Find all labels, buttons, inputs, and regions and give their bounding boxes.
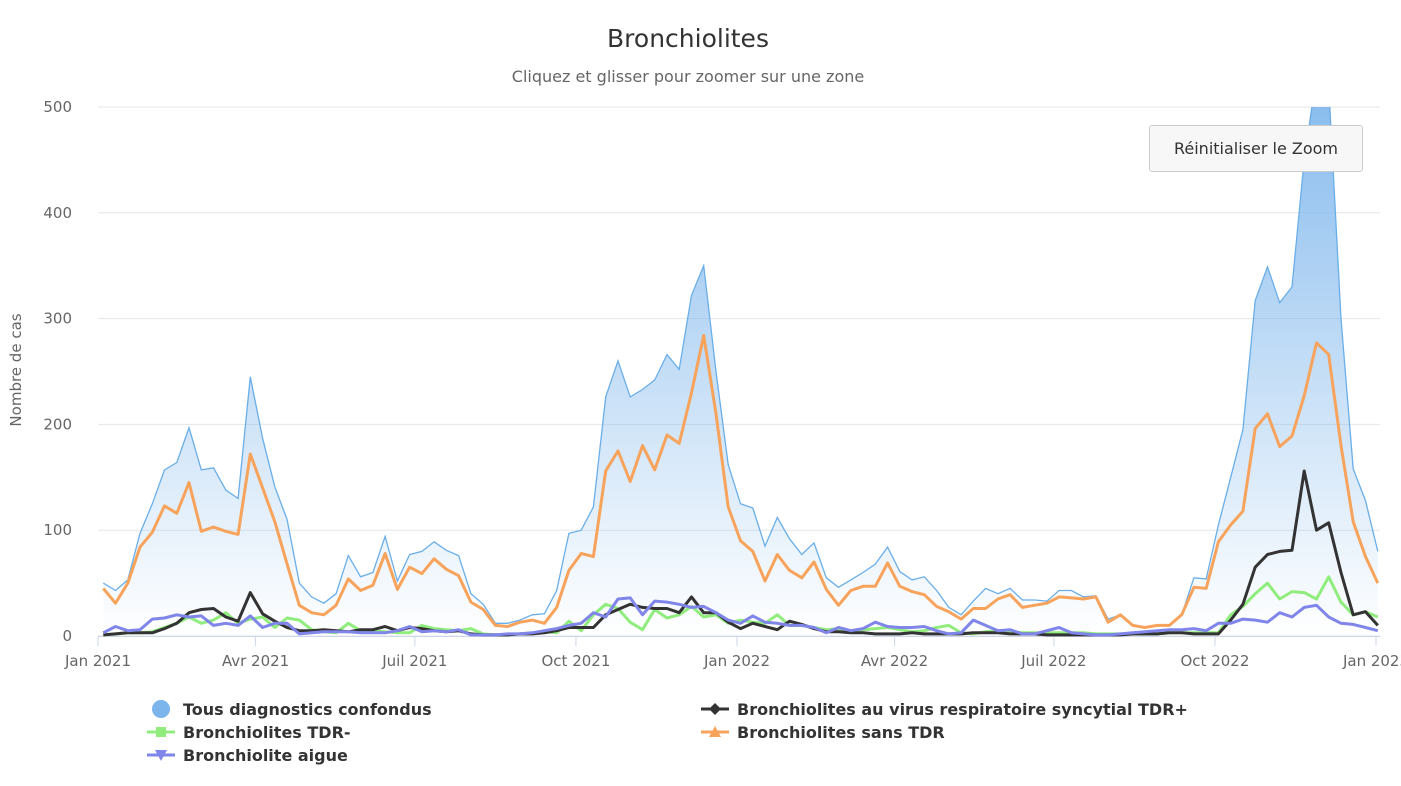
y-tick-label: 500 (43, 98, 72, 116)
series-line-3[interactable] (102, 334, 1380, 629)
y-axis-title: Nombre de cas (7, 313, 25, 426)
legend-label: Bronchiolites TDR- (183, 723, 351, 742)
x-tick-label: Jan 2021 (64, 652, 131, 670)
y-axis-labels: 0 100 200 300 400 500 (43, 98, 72, 645)
legend-item[interactable]: Bronchiolites TDR- (147, 723, 351, 742)
x-axis: Jan 2021 Avr 2021 Juil 2021 Oct 2021 Jan 202… (64, 636, 1401, 670)
legend-label: Bronchiolites sans TDR (737, 723, 945, 742)
legend: Tous diagnostics confondus Bronchiolites … (147, 700, 1188, 765)
series-line-1[interactable] (103, 469, 1379, 637)
series-group (102, 107, 1380, 637)
x-tick-label: Avr 2021 (222, 652, 289, 670)
circle-marker-icon (152, 700, 170, 718)
x-tick-label: Juil 2021 (381, 652, 447, 670)
legend-item[interactable]: Bronchiolites sans TDR (701, 723, 945, 742)
series-line-4[interactable] (102, 596, 1379, 637)
legend-item[interactable]: Tous diagnostics confondus (152, 700, 432, 719)
triangle-marker-icon (709, 726, 721, 737)
chart-subtitle: Cliquez et glisser pour zoomer sur une z… (512, 67, 864, 86)
x-tick-label: Jan 2022 (703, 652, 770, 670)
y-tick-label: 0 (62, 627, 72, 645)
x-tick-label: Oct 2021 (541, 652, 610, 670)
legend-item[interactable]: Bronchiolite aigue (147, 746, 348, 765)
x-tick-label: Avr 2022 (861, 652, 928, 670)
y-tick-label: 400 (43, 204, 72, 222)
legend-label: Tous diagnostics confondus (183, 700, 432, 719)
y-tick-label: 300 (43, 310, 72, 328)
chart-title: Bronchiolites (607, 24, 769, 53)
x-tick-label: Jan 2023 (1342, 652, 1401, 670)
y-tick-label: 100 (43, 521, 72, 539)
reset-zoom-button[interactable]: Réinitialiser le Zoom (1149, 125, 1363, 172)
diamond-marker-icon (709, 703, 721, 715)
legend-item[interactable]: Bronchiolites au virus respiratoire sync… (701, 700, 1188, 719)
x-tick-label: Oct 2022 (1180, 652, 1249, 670)
y-tick-label: 200 (43, 415, 72, 433)
x-tick-label: Juil 2022 (1020, 652, 1086, 670)
legend-label: Bronchiolite aigue (183, 746, 348, 765)
legend-label: Bronchiolites au virus respiratoire sync… (737, 700, 1188, 719)
triangle-down-marker-icon (155, 750, 167, 761)
square-marker-icon (156, 727, 166, 737)
